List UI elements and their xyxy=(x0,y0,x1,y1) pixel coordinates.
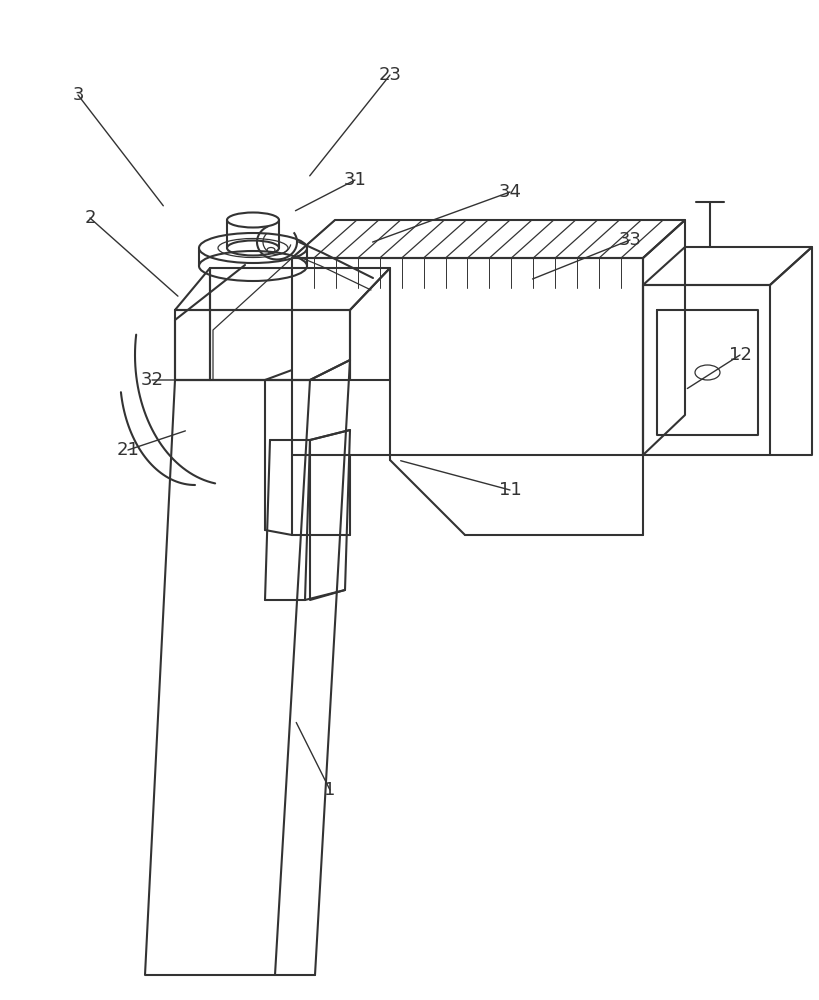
Text: 34: 34 xyxy=(498,183,521,201)
Text: 32: 32 xyxy=(140,371,163,389)
Text: 21: 21 xyxy=(116,441,139,459)
Text: 11: 11 xyxy=(498,481,521,499)
Text: 31: 31 xyxy=(343,171,366,189)
Text: 33: 33 xyxy=(618,231,640,249)
Text: 1: 1 xyxy=(324,781,335,799)
Text: 2: 2 xyxy=(84,209,96,227)
Text: 3: 3 xyxy=(72,86,84,104)
Text: 12: 12 xyxy=(727,346,750,364)
Text: 23: 23 xyxy=(378,66,401,84)
